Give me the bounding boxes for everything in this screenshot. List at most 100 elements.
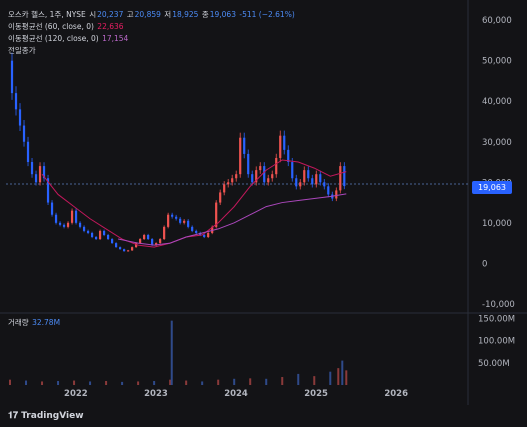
candle-body	[114, 243, 118, 248]
candle-body	[203, 234, 206, 238]
candle-body	[175, 216, 178, 219]
candle-body	[231, 178, 234, 183]
low-value: 18,925	[172, 10, 199, 19]
candle-body	[179, 218, 182, 223]
candle-body	[187, 220, 190, 227]
candle-body	[118, 247, 122, 250]
candle-body	[219, 192, 222, 203]
time-tick-label: 2023	[144, 389, 168, 399]
volume-tick-label: 150.00M	[478, 314, 515, 324]
candle-body	[30, 162, 34, 175]
volume-bar	[137, 381, 140, 385]
time-tick-label: 2022	[64, 389, 88, 399]
candle-body	[106, 234, 110, 240]
ma60-legend[interactable]: 이동평균선 (60, close, 0) 22,636	[8, 22, 125, 32]
ma120-line	[117, 193, 347, 246]
candle-body	[339, 166, 342, 191]
candle-body	[171, 214, 174, 217]
prev-close-legend[interactable]: 전일종가	[8, 46, 37, 56]
volume-bar	[297, 373, 300, 385]
candle-body	[26, 141, 30, 163]
candle-body	[74, 210, 78, 223]
volume-bar	[169, 379, 172, 385]
symbol-name: 오스카 헬스, 1주, NYSE	[8, 10, 86, 19]
tv-icon: 𝟏𝟕	[8, 411, 22, 421]
tradingview-wordmark: TradingView	[21, 411, 84, 421]
candle-body	[38, 166, 42, 183]
volume-bar	[313, 376, 316, 385]
candle-body	[127, 250, 130, 252]
candle-body	[50, 202, 54, 215]
candle-body	[343, 166, 346, 187]
volume-bar	[41, 381, 44, 385]
time-tick-label: 2024	[224, 389, 248, 399]
candle-body	[131, 247, 134, 251]
price-tick-label: 40,000	[482, 97, 512, 107]
candle-body	[147, 234, 150, 240]
candle-body	[54, 214, 58, 223]
candle-body	[267, 178, 270, 183]
volume-bar	[9, 379, 12, 385]
volume-bar	[329, 371, 332, 385]
volume-bar	[153, 381, 156, 385]
tradingview-logo[interactable]: 𝟏𝟕 TradingView	[8, 411, 84, 421]
candle-body	[243, 137, 246, 154]
candle-body	[291, 162, 294, 179]
volume-legend[interactable]: 거래량 32.78M	[8, 318, 61, 328]
candle-body	[102, 230, 106, 235]
volume-bar	[249, 378, 252, 385]
candle-body	[335, 190, 338, 199]
candle-body	[90, 232, 94, 238]
candle-body	[159, 239, 162, 244]
volume-bar	[337, 368, 340, 385]
time-tick-label: 2026	[384, 389, 408, 399]
candle-body	[251, 174, 254, 183]
candle-body	[163, 226, 166, 240]
symbol-legend: 오스카 헬스, 1주, NYSE 시20,237 고20,859 저18,925…	[8, 10, 295, 19]
volume-tick-label: 100.00M	[478, 337, 515, 347]
volume-bar	[89, 381, 92, 385]
volume-bar	[57, 381, 60, 385]
candle-body	[110, 239, 114, 244]
volume-bar	[341, 360, 344, 385]
candle-body	[207, 232, 210, 238]
time-tick-label: 2025	[304, 389, 328, 399]
volume-bar	[185, 380, 188, 385]
candle-body	[311, 178, 314, 185]
ma60-label: 이동평균선 (60, close, 0)	[8, 22, 94, 31]
volume-bar	[73, 380, 76, 385]
price-tick-label: 0	[482, 259, 487, 269]
volume-tick-label: 50.00M	[478, 359, 510, 369]
ma120-legend[interactable]: 이동평균선 (120, close, 0) 17,154	[8, 34, 129, 44]
candle-body	[323, 182, 326, 187]
candle-body	[315, 174, 318, 185]
candle-body	[58, 222, 62, 225]
volume-bar	[25, 380, 28, 385]
volume-value: 32.78M	[32, 318, 61, 327]
candle-body	[191, 226, 194, 231]
candle-body	[18, 109, 22, 126]
volume-bar	[105, 381, 108, 385]
candle-body	[287, 149, 290, 163]
current-price-tag: 19,063	[472, 181, 512, 194]
candle-body	[275, 157, 278, 175]
candle-body	[215, 202, 218, 227]
candle-body	[151, 239, 154, 246]
candle-body	[239, 137, 242, 175]
price-tick-label: 30,000	[482, 138, 512, 148]
candle-body	[327, 186, 330, 195]
candle-body	[255, 170, 258, 183]
candle-body	[247, 153, 250, 175]
candle-body	[86, 230, 90, 233]
candle-body	[135, 243, 138, 248]
candle-body	[123, 249, 126, 252]
candle-body	[183, 220, 186, 223]
candle-body	[66, 222, 70, 227]
candle-body	[227, 182, 230, 185]
candle-body	[46, 178, 50, 203]
volume-bar	[217, 379, 220, 385]
price-tick-label: 50,000	[482, 57, 512, 67]
candle-body	[307, 170, 310, 179]
